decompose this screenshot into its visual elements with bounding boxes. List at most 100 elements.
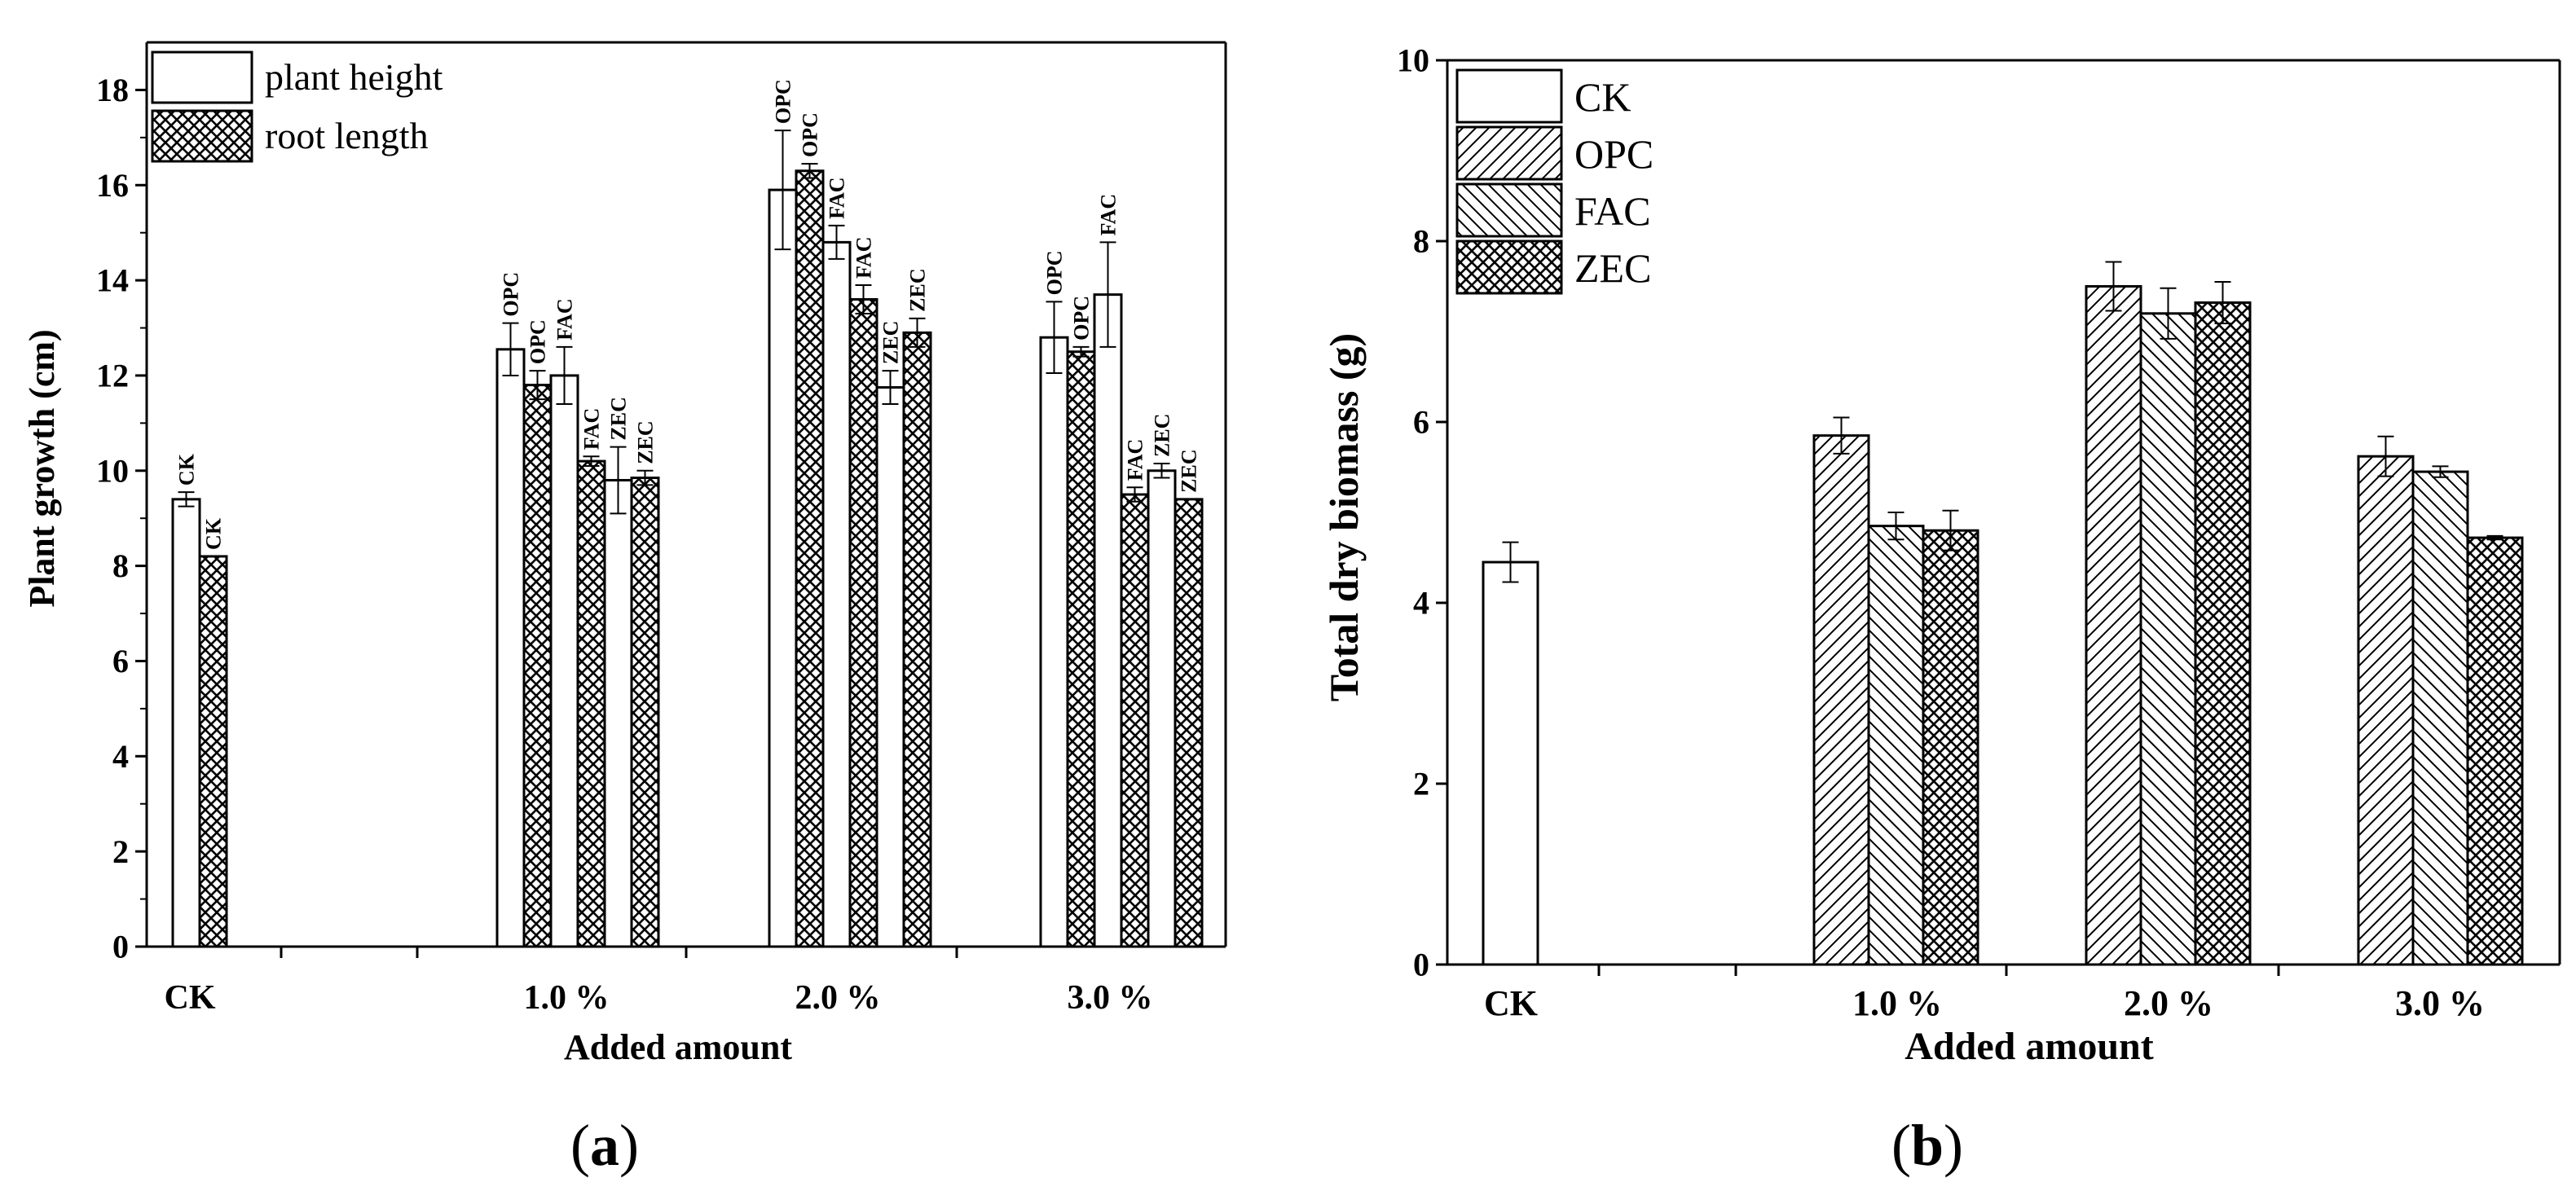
bar-3-0-fac-fac [2411,470,2469,966]
bar-tag-opc: OPC [526,319,550,364]
x-tick-label-1-0: 1.0 % [524,979,610,1017]
y-tick-label: 8 [1413,223,1429,260]
y-tick-label: 8 [112,547,129,584]
panel-a-legend: plant height root length [151,51,443,163]
y-tick-label: 16 [96,167,129,204]
legend-label-root-length: root length [265,115,429,156]
y-tick-label: 0 [112,929,129,965]
panel-a-axes: 0 2 4 6 8 10 12 14 16 18 CK 1.0 % 2.0 % 3.0 % [96,41,1227,1017]
bar-2-0-opc-opc [2085,285,2142,966]
bar-1-0-opc-root-length [522,384,553,948]
bar-tag-zec: ZEC [634,420,658,464]
panel-a-caption: (a) [570,1113,639,1178]
bar-3-0-fac-plant-height [1093,293,1123,948]
bar-tag-zec: ZEC [906,268,930,311]
y-tick-label: 2 [112,833,129,870]
bar-ck-ck-root-length [198,555,228,948]
bar-tag-zec: ZEC [1151,414,1174,457]
y-tick-label: 10 [96,452,129,489]
bar-1-0-zec-root-length [630,477,660,948]
bar-tag-opc: OPC [1070,296,1094,341]
x-tick-label-ck: CK [165,979,216,1017]
panel-b-caption-letter: b [1911,1113,1944,1178]
bar-2-0-opc-plant-height [768,188,798,948]
bar-tag-opc: OPC [772,79,795,124]
bar-2-0-fac-plant-height [821,240,852,948]
bar-1-0-zec-zec [1922,529,1979,966]
legend-label-ck: CK [1574,74,1631,120]
y-tick-label: 18 [96,72,129,108]
bar-2-0-fac-fac [2139,312,2197,966]
bar-tag-fac: FAC [580,408,604,450]
legend-swatch-plant-height [151,51,253,104]
panel-a-x-axis-title: Added amount [564,1027,792,1067]
bar-tag-opc: OPC [1043,251,1067,296]
bar-tag-zec: ZEC [1178,449,1201,492]
x-tick-label-1-0: 1.0 % [1852,983,1942,1023]
legend-label-fac: FAC [1574,188,1651,234]
y-tick-label: 4 [112,738,129,775]
bar-2-0-opc-root-length [795,169,825,948]
bar-1-0-fac-plant-height [549,374,579,948]
bar-3-0-fac-root-length [1120,493,1150,948]
bar-3-0-opc-opc [2357,455,2415,966]
bar-tag-opc: OPC [500,272,523,317]
bar-2-0-zec-plant-height [875,386,905,948]
legend-label-zec: ZEC [1574,245,1651,291]
panel-b-x-axis-title: Added amount [1904,1025,2153,1068]
bar-1-0-opc-opc [1812,434,1870,966]
y-tick-label: 2 [1413,766,1429,802]
bar-2-0-zec-zec [2194,301,2252,966]
panel-b-bars [1482,261,2524,966]
y-tick-label: 12 [96,358,129,394]
legend-swatch-ck [1455,68,1563,124]
bar-3-0-zec-zec [2466,536,2524,966]
bar-tag-fac: FAC [826,177,849,219]
panel-b-legend: CK OPC FAC ZEC [1455,68,1653,295]
bar-tag-ck: CK [175,453,199,486]
bar-tag-fac: FAC [1124,439,1147,481]
legend-swatch-fac [1455,182,1563,238]
bar-3-0-opc-plant-height [1039,336,1069,948]
bar-tag-zec: ZEC [607,397,631,440]
legend-swatch-root-length [151,109,253,163]
legend-swatch-zec [1455,240,1563,295]
panel-b-caption: (b) [1891,1113,1963,1178]
panel-a-caption-letter: a [590,1113,619,1178]
panel-b-y-axis-title: Total dry biomass (g) [1321,333,1367,701]
bar-tag-fac: FAC [852,236,876,279]
legend-label-opc: OPC [1574,131,1653,177]
y-tick-label: 14 [96,262,129,299]
legend-label-plant-height: plant height [265,56,443,98]
bar-1-0-fac-fac [1867,525,1925,966]
bar-tag-ck: CK [202,517,226,550]
bar-3-0-zec-plant-height [1147,469,1177,948]
y-tick-label: 10 [1397,42,1429,79]
x-tick-label-3-0: 3.0 % [2395,983,2485,1023]
bar-1-0-opc-plant-height [495,348,526,948]
x-tick-label-ck: CK [1484,983,1538,1023]
y-tick-label: 6 [112,643,129,679]
legend-swatch-opc [1455,125,1563,181]
bar-tag-zec: ZEC [879,321,903,364]
bar-tag-fac: FAC [553,298,577,341]
bar-tag-fac: FAC [1097,194,1121,236]
x-tick-label-2-0: 2.0 % [795,979,881,1017]
x-tick-label-2-0: 2.0 % [2124,983,2213,1023]
bar-1-0-fac-root-length [576,459,606,948]
panel-a-y-axis-title: Plant growth (cm) [22,329,62,607]
x-tick-label-3-0: 3.0 % [1068,979,1153,1017]
bar-2-0-fac-root-length [848,297,878,948]
y-tick-label: 6 [1413,404,1429,441]
y-tick-label: 4 [1413,585,1429,622]
bar-3-0-opc-root-length [1066,350,1096,948]
bar-ck-ck-plant-height [171,498,201,948]
bar-1-0-zec-plant-height [603,478,633,948]
panel-b-axes: 0 2 4 6 8 10 CK 1.0 % 2.0 % 3.0 % [1397,42,2561,1023]
bar-tag-opc: OPC [799,112,822,157]
y-tick-label: 0 [1413,947,1429,983]
